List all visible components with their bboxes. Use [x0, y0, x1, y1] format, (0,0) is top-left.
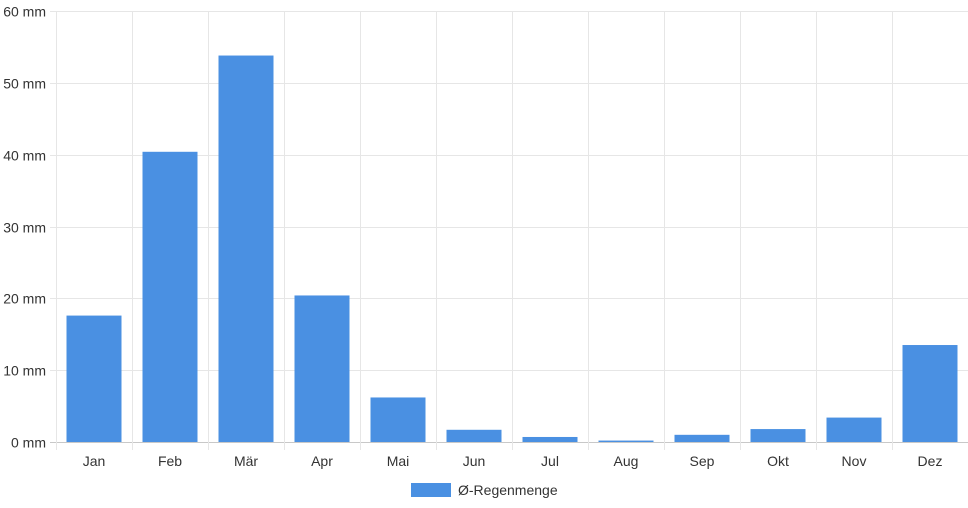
x-tick-label: Sep: [690, 453, 715, 469]
y-tick-label: 40 mm: [3, 148, 46, 164]
bar[interactable]: [598, 440, 654, 442]
x-tick-label: Jun: [463, 453, 486, 469]
legend-label[interactable]: Ø-Regenmenge: [458, 482, 558, 498]
y-axis: 0 mm 10 mm 20 mm 30 mm 40 mm 50 mm 60 mm: [3, 4, 46, 451]
legend[interactable]: Ø-Regenmenge: [411, 482, 558, 498]
bar[interactable]: [142, 151, 198, 442]
legend-swatch[interactable]: [411, 483, 451, 497]
x-tick-label: Okt: [767, 453, 789, 469]
grid-lines: [50, 11, 968, 450]
x-tick-label: Jan: [83, 453, 106, 469]
y-tick-label: 60 mm: [3, 4, 46, 20]
bar[interactable]: [902, 345, 958, 442]
x-tick-label: Mai: [387, 453, 410, 469]
bar[interactable]: [446, 429, 502, 442]
bar[interactable]: [218, 55, 274, 442]
bar[interactable]: [674, 434, 730, 442]
bar[interactable]: [522, 436, 578, 442]
bar[interactable]: [826, 417, 882, 442]
x-tick-label: Aug: [614, 453, 639, 469]
bar[interactable]: [294, 295, 350, 442]
bar[interactable]: [370, 397, 426, 442]
y-tick-label: 20 mm: [3, 291, 46, 307]
x-tick-label: Feb: [158, 453, 182, 469]
bar[interactable]: [66, 315, 122, 442]
x-tick-label: Mär: [234, 453, 258, 469]
x-tick-label: Jul: [541, 453, 559, 469]
x-axis: Jan Feb Mär Apr Mai Jun Jul Aug Sep Okt Nov Dez: [83, 453, 943, 469]
y-tick-label: 50 mm: [3, 76, 46, 92]
x-tick-label: Nov: [842, 453, 867, 469]
y-tick-label: 30 mm: [3, 220, 46, 236]
y-tick-label: 0 mm: [11, 435, 46, 451]
x-tick-label: Dez: [918, 453, 943, 469]
y-tick-label: 10 mm: [3, 363, 46, 379]
x-tick-label: Apr: [311, 453, 333, 469]
bar[interactable]: [750, 429, 806, 442]
bars: [66, 55, 958, 442]
